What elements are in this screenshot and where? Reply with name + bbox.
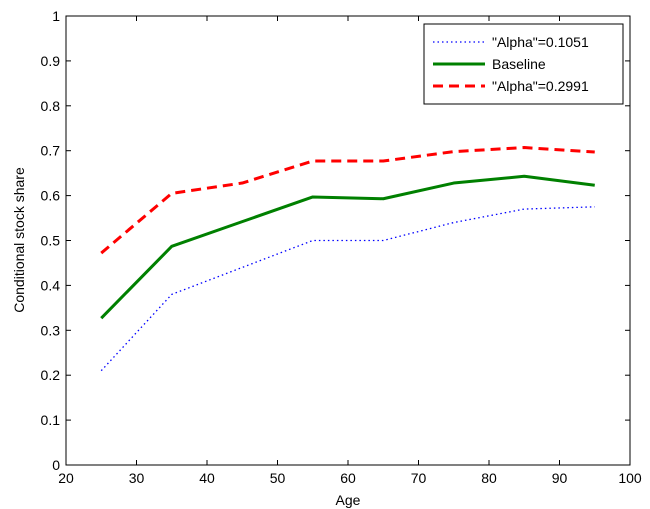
x-axis-label: Age xyxy=(336,492,361,508)
y-tick-label: 0 xyxy=(52,457,60,473)
y-tick-label: 1 xyxy=(52,8,60,24)
series-layer xyxy=(100,146,595,372)
y-tick-label: 0.8 xyxy=(41,98,61,114)
x-tick-label: 30 xyxy=(129,470,145,486)
x-axis: 20 30 40 50 60 70 80 90 100 xyxy=(58,16,642,486)
y-tick-label: 0.5 xyxy=(41,233,61,249)
x-tick-label: 50 xyxy=(270,470,286,486)
y-axis: 0 0.1 0.2 0.3 0.4 0.5 0.6 0.7 0.8 0.9 1 xyxy=(41,8,630,473)
y-tick-label: 0.7 xyxy=(41,143,61,159)
legend: "Alpha"=0.1051 Baseline "Alpha"=0.2991 xyxy=(423,23,624,105)
y-tick-label: 0.3 xyxy=(41,322,61,338)
series-line-1 xyxy=(100,174,595,320)
legend-label-0: "Alpha"=0.1051 xyxy=(492,34,589,50)
x-tick-label: 70 xyxy=(411,470,427,486)
y-tick-label: 0.6 xyxy=(41,188,61,204)
series-line-2 xyxy=(100,146,595,255)
y-axis-label: Conditional stock share xyxy=(11,167,27,313)
legend-label-1: Baseline xyxy=(492,56,546,72)
x-tick-label: 60 xyxy=(340,470,356,486)
y-tick-label: 0.9 xyxy=(41,53,61,69)
legend-label-2: "Alpha"=0.2991 xyxy=(492,78,589,94)
y-tick-label: 0.1 xyxy=(41,412,61,428)
x-tick-label: 80 xyxy=(481,470,497,486)
y-tick-label: 0.4 xyxy=(41,277,61,293)
x-tick-label: 90 xyxy=(552,470,568,486)
x-tick-label: 40 xyxy=(199,470,215,486)
x-tick-label: 100 xyxy=(618,470,642,486)
y-tick-label: 0.2 xyxy=(41,367,61,383)
x-tick-label: 20 xyxy=(58,470,74,486)
